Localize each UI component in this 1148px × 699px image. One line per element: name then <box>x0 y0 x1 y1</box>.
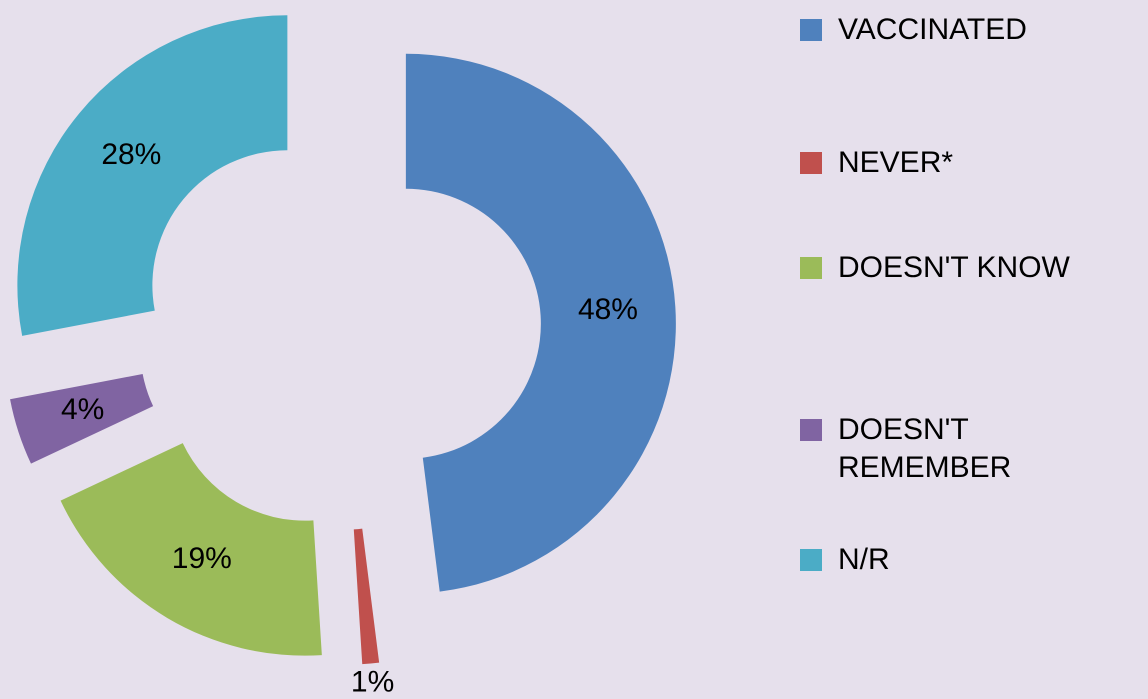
legend-item: VACCINATED <box>800 11 1144 49</box>
data-label: 1% <box>351 665 394 698</box>
legend-item: DOESN'T KNOW <box>800 249 1144 287</box>
data-label: 4% <box>61 393 104 426</box>
donut-slice <box>353 528 380 665</box>
donut-area: 48% 1% 19% 4% 28% <box>10 15 676 698</box>
legend-item: N/R <box>800 541 1144 579</box>
legend-label: N/R <box>838 543 890 576</box>
donut-slice <box>405 53 676 592</box>
legend-swatch <box>800 257 822 279</box>
legend: VACCINATED NEVER* DOESN'T KNOW DOESN'T REME… <box>800 0 1148 699</box>
legend-swatch <box>800 549 822 571</box>
legend-label: NEVER* <box>838 146 954 179</box>
legend-item: DOESN'T REMEMBER <box>800 411 1144 487</box>
legend-swatch <box>800 152 822 174</box>
legend-label: VACCINATED <box>838 13 1027 46</box>
legend-swatch <box>800 419 822 441</box>
donut-slice <box>60 443 322 656</box>
legend-item: NEVER* <box>800 144 1144 182</box>
donut-slice <box>17 15 288 336</box>
legend-label: DOESN'T REMEMBER <box>838 413 1012 484</box>
legend-label: DOESN'T KNOW <box>838 251 1070 284</box>
donut-slice <box>10 374 154 464</box>
legend-swatch <box>800 19 822 41</box>
data-label: 19% <box>172 542 232 575</box>
data-label: 48% <box>578 293 638 326</box>
data-label: 28% <box>101 138 161 171</box>
